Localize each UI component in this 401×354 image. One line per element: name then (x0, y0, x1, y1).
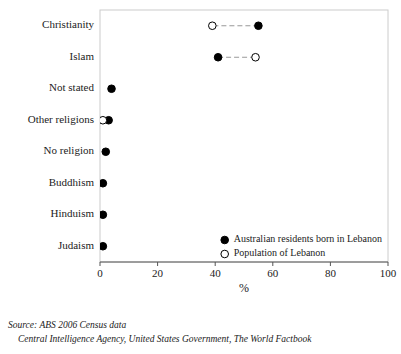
connector (218, 57, 255, 58)
x-tick-label: 100 (380, 267, 397, 279)
x-axis-label: % (239, 281, 249, 295)
x-axis-line (100, 262, 388, 263)
y-tick-label: Islam (70, 50, 95, 62)
x-tick-label: 0 (97, 267, 103, 279)
x-tick-label: 80 (325, 267, 337, 279)
x-tick (330, 262, 331, 266)
x-tick (215, 262, 216, 266)
y-tick-label: Not stated (49, 81, 94, 93)
y-tick-label: Judaism (58, 239, 95, 251)
legend-label: Australian residents born in Lebanon (234, 233, 382, 244)
plot-area (100, 22, 262, 250)
dot (252, 53, 260, 61)
legend: Australian residents born in Lebanon Popu… (221, 233, 382, 258)
y-tick-label: No religion (44, 144, 95, 156)
plot-frame (100, 10, 388, 262)
connector (212, 25, 258, 26)
dot (100, 211, 107, 219)
y-tick-label: Buddhism (49, 176, 95, 188)
x-tick (157, 262, 158, 266)
x-tick-label: 40 (210, 267, 222, 279)
x-tick (388, 262, 389, 266)
x-tick-label: 60 (267, 267, 279, 279)
x-tick (100, 262, 101, 266)
dot (102, 148, 110, 156)
y-tick-label: Hinduism (51, 207, 95, 219)
dot (209, 22, 217, 30)
source-note: Central Intelligence Agency, United Stat… (18, 334, 312, 344)
dot (108, 85, 116, 93)
x-tick (272, 262, 273, 266)
source-note: Source: ABS 2006 Census data (8, 320, 126, 330)
dot (100, 116, 107, 124)
y-tick-label: Christianity (42, 18, 94, 30)
x-tick-label: 20 (152, 267, 164, 279)
legend-label: Population of Lebanon (234, 247, 326, 258)
dot (100, 242, 107, 250)
legend-swatch (221, 236, 229, 244)
legend-swatch (221, 250, 229, 258)
dot (100, 179, 107, 187)
dot (214, 53, 222, 61)
chart: 0 20 40 60 80 100% Christianity Islam Not stated… (0, 0, 401, 354)
dot (255, 22, 263, 30)
y-tick-label: Other religions (28, 113, 94, 125)
